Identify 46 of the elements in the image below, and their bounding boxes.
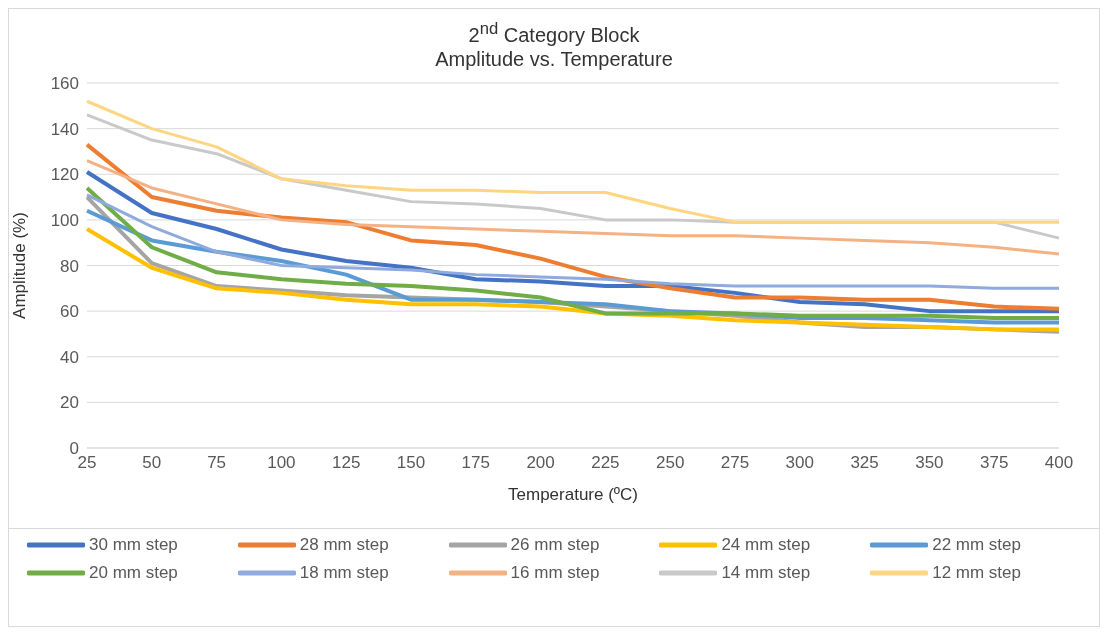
y-axis-title: Amplitude (%) <box>10 211 30 319</box>
y-tick-label: 0 <box>69 438 79 458</box>
line-series <box>85 185 1061 320</box>
legend-label: 30 mm step <box>89 534 178 555</box>
x-tick-label: 275 <box>720 452 750 472</box>
x-tick-label: 150 <box>396 452 426 472</box>
x-axis-title: Temperature (ºC) <box>508 484 638 504</box>
x-tick-label: 250 <box>656 452 685 472</box>
x-tick-label: 375 <box>980 452 1009 472</box>
legend-label: 14 mm step <box>721 562 811 583</box>
legend-label: 28 mm step <box>299 534 389 555</box>
x-tick-label: 350 <box>915 452 944 472</box>
x-tick-label: 125 <box>332 452 361 472</box>
y-tick-label: 100 <box>50 210 79 230</box>
x-tick-label: 225 <box>591 452 620 472</box>
legend-label: 24 mm step <box>721 534 811 555</box>
line-series <box>85 99 1061 224</box>
legend-label: 26 mm step <box>510 534 600 555</box>
line-series <box>85 169 1061 313</box>
x-tick-label: 100 <box>267 452 296 472</box>
x-tick-label: 400 <box>1044 452 1074 472</box>
x-tick-label: 175 <box>461 452 490 472</box>
chart-subtitle: Amplitude vs. Temperature <box>434 46 674 71</box>
y-tick-label: 140 <box>50 119 79 139</box>
x-tick-label: 25 <box>77 452 97 472</box>
chart-title: 2$^{nd}$ Category Block <box>467 18 641 47</box>
legend-label: 12 mm step <box>932 562 1021 583</box>
x-tick-label: 50 <box>142 452 162 472</box>
line-series <box>85 192 1061 290</box>
line-series <box>85 158 1061 256</box>
line-series <box>85 142 1061 311</box>
legend-label: 18 mm step <box>299 562 389 583</box>
x-tick-label: 75 <box>207 452 227 472</box>
y-tick-label: 120 <box>50 164 79 184</box>
y-tick-label: 40 <box>60 347 79 367</box>
y-tick-label: 20 <box>60 393 79 413</box>
x-tick-label: 325 <box>850 452 879 472</box>
legend-label: 20 mm step <box>89 562 178 583</box>
y-tick-label: 80 <box>60 256 79 276</box>
y-tick-label: 160 <box>50 73 79 93</box>
legend-label: 16 mm step <box>510 562 600 583</box>
y-tick-label: 60 <box>60 301 79 321</box>
x-tick-label: 300 <box>785 452 814 472</box>
legend-label: 22 mm step <box>932 534 1021 555</box>
line-series <box>85 226 1061 332</box>
x-tick-label: 200 <box>526 452 555 472</box>
